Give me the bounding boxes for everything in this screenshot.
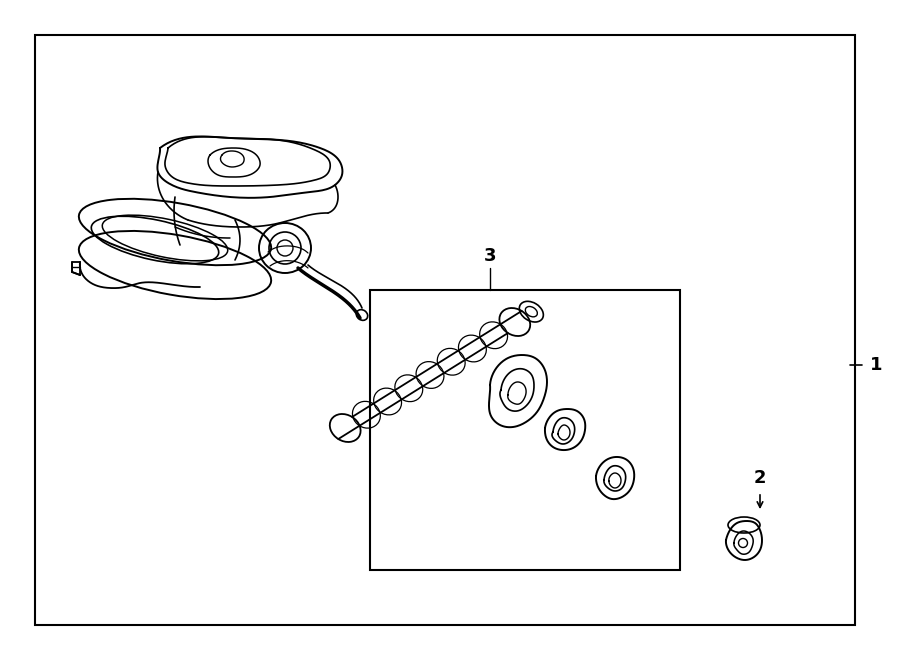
Bar: [35, 35, 855, 625]
Text: 2: 2: [754, 469, 766, 487]
Text: 3: 3: [484, 247, 496, 265]
Bar: [370, 290, 680, 570]
Text: 1: 1: [870, 356, 883, 374]
